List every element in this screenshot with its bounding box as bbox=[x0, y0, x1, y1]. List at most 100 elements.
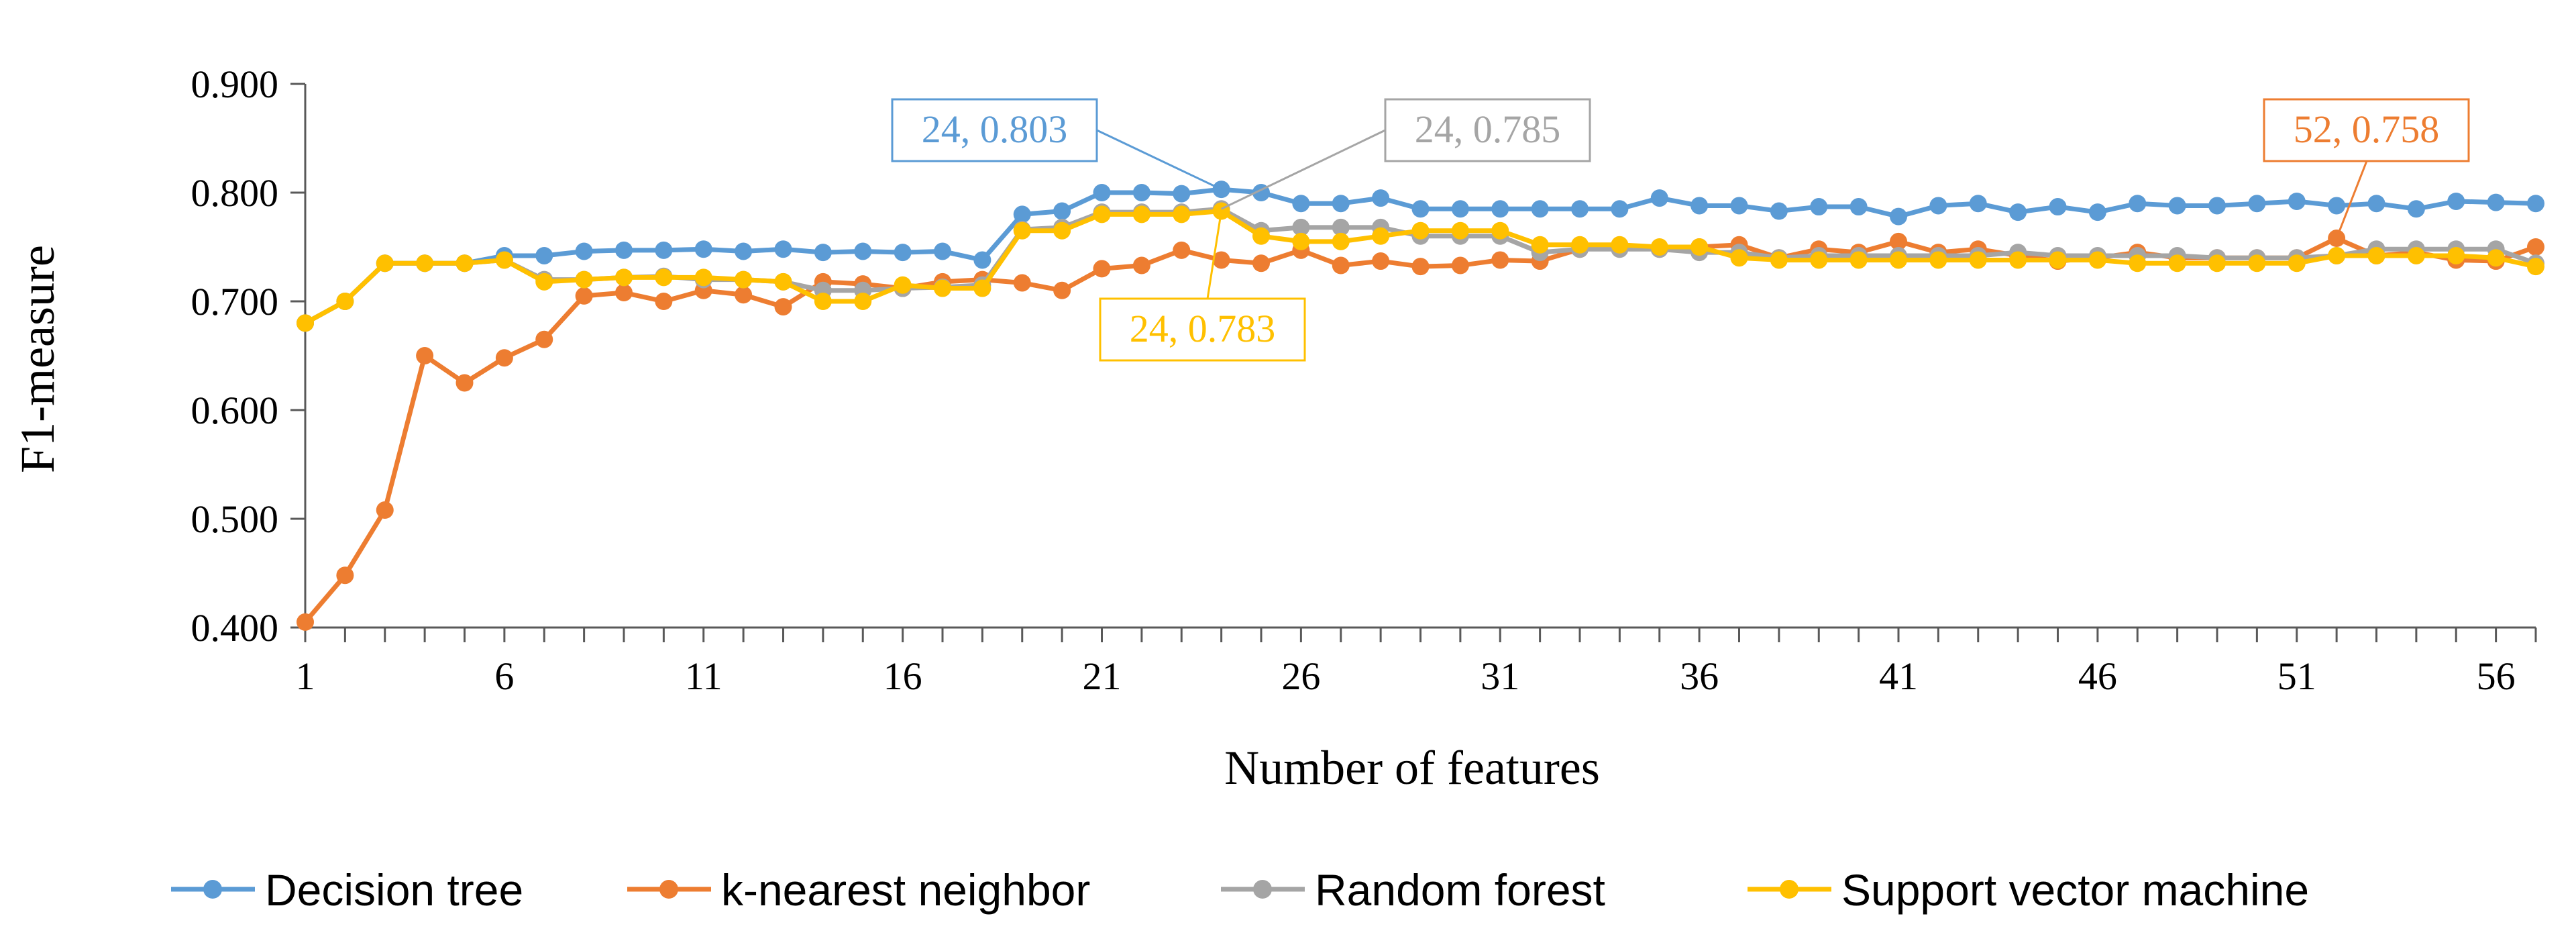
data-point bbox=[2009, 251, 2027, 269]
data-point bbox=[1252, 254, 1270, 272]
data-point bbox=[1929, 197, 1947, 215]
data-point bbox=[1690, 197, 1709, 215]
data-point bbox=[1571, 236, 1589, 254]
data-point bbox=[2447, 192, 2465, 210]
data-point bbox=[2129, 254, 2147, 272]
y-axis-title: F1-measure bbox=[11, 245, 64, 473]
data-point bbox=[1013, 221, 1031, 240]
data-point bbox=[1132, 205, 1150, 223]
callout-box bbox=[1099, 297, 1306, 362]
data-point bbox=[854, 242, 872, 260]
data-point bbox=[1650, 238, 1668, 256]
data-point bbox=[1132, 184, 1150, 201]
data-point bbox=[655, 268, 673, 287]
data-point bbox=[655, 293, 673, 310]
series-layer bbox=[297, 181, 2544, 631]
data-point bbox=[1132, 256, 1150, 274]
data-point bbox=[575, 287, 593, 305]
data-point bbox=[1969, 251, 1987, 269]
data-point bbox=[2208, 254, 2226, 272]
data-point bbox=[1730, 197, 1748, 215]
callout-leader bbox=[1206, 211, 1223, 299]
data-point bbox=[1013, 205, 1031, 223]
callout-random-forest: 24, 0.785 bbox=[1220, 98, 1591, 210]
data-point bbox=[1372, 227, 1390, 245]
data-point bbox=[1093, 260, 1111, 278]
data-point bbox=[1531, 200, 1549, 218]
legend-marker bbox=[1780, 880, 1799, 899]
x-tick-label: 31 bbox=[1481, 654, 1519, 698]
x-tick-label: 56 bbox=[2477, 654, 2516, 698]
data-point bbox=[2049, 198, 2067, 216]
data-point bbox=[535, 330, 553, 348]
data-point bbox=[1292, 218, 1310, 236]
data-point bbox=[1890, 232, 1907, 250]
data-point bbox=[495, 251, 513, 269]
data-point bbox=[455, 254, 474, 272]
data-point bbox=[376, 254, 394, 272]
data-point bbox=[1491, 251, 1509, 269]
legend-marker bbox=[659, 880, 678, 899]
callout-label: 24, 0.785 bbox=[1415, 107, 1561, 151]
data-point bbox=[2088, 251, 2106, 269]
data-point bbox=[774, 298, 792, 316]
y-tick-label: 0.800 bbox=[191, 171, 279, 215]
data-point bbox=[1053, 221, 1071, 240]
data-point bbox=[2168, 197, 2186, 215]
data-point bbox=[1890, 207, 1907, 226]
data-point bbox=[1013, 274, 1031, 292]
data-point bbox=[1571, 200, 1589, 218]
data-point bbox=[416, 254, 434, 272]
data-point bbox=[1332, 256, 1350, 274]
data-point bbox=[2527, 258, 2544, 276]
y-tick-label: 0.700 bbox=[191, 280, 279, 323]
data-point bbox=[1332, 232, 1350, 250]
data-point bbox=[2088, 203, 2106, 221]
data-point bbox=[336, 566, 354, 585]
data-point bbox=[2248, 195, 2266, 213]
data-point bbox=[1411, 221, 1430, 240]
data-point bbox=[2049, 251, 2067, 269]
data-point bbox=[1929, 251, 1947, 269]
data-point bbox=[2367, 246, 2385, 264]
data-point bbox=[376, 501, 394, 519]
data-point bbox=[455, 374, 474, 392]
data-point bbox=[894, 276, 912, 294]
data-point bbox=[2208, 197, 2226, 215]
callout-support-vector-machine: 24, 0.783 bbox=[1099, 211, 1306, 362]
data-point bbox=[1849, 198, 1868, 216]
data-point bbox=[2009, 203, 2027, 221]
data-point bbox=[2487, 193, 2505, 211]
data-point bbox=[1411, 258, 1430, 276]
data-point bbox=[1531, 236, 1549, 254]
series-k-nearest-neighbor bbox=[297, 230, 2544, 631]
data-point bbox=[1053, 202, 1071, 220]
data-point bbox=[1093, 205, 1111, 223]
data-point bbox=[735, 242, 753, 260]
data-point bbox=[1372, 189, 1390, 207]
data-point bbox=[1173, 185, 1191, 203]
data-point bbox=[297, 613, 314, 631]
series-line bbox=[303, 236, 2537, 624]
data-point bbox=[1451, 200, 1469, 218]
y-tick-label: 0.900 bbox=[191, 62, 279, 106]
data-point bbox=[1770, 202, 1788, 220]
data-point bbox=[774, 272, 792, 291]
data-point bbox=[894, 244, 912, 262]
data-point bbox=[1212, 251, 1230, 269]
callout-leader bbox=[2335, 160, 2368, 239]
x-tick-label: 36 bbox=[1680, 654, 1719, 698]
legend: Decision tree k-nearest neighbor Random fo… bbox=[171, 865, 2309, 915]
data-point bbox=[934, 279, 951, 297]
x-axis-title: Number of features bbox=[1224, 741, 1600, 795]
data-point bbox=[934, 242, 951, 260]
x-tick-label: 46 bbox=[2078, 654, 2117, 698]
data-point bbox=[615, 241, 633, 259]
data-point bbox=[2248, 254, 2266, 272]
legend-label: k-nearest neighbor bbox=[721, 865, 1090, 915]
data-point bbox=[2527, 238, 2544, 256]
legend-label: Random forest bbox=[1315, 865, 1605, 915]
data-point bbox=[1332, 218, 1350, 236]
